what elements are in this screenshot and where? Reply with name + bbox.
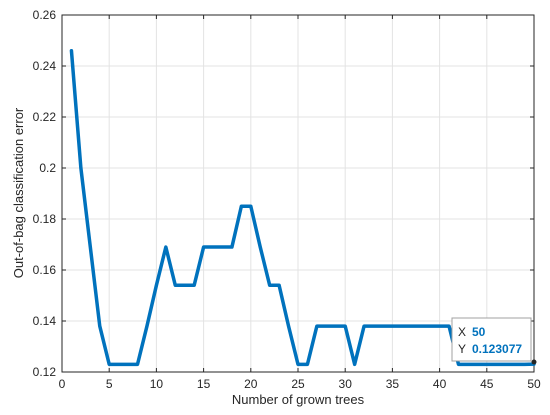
y-tick-label: 0.12	[33, 365, 57, 379]
y-tick-label: 0.22	[33, 110, 57, 124]
datatip-x-value: 50	[472, 325, 486, 339]
y-tick-label: 0.16	[33, 263, 57, 277]
y-tick-label: 0.18	[33, 212, 57, 226]
datatip-y-label: Y	[458, 342, 466, 356]
x-tick-label: 35	[386, 377, 400, 391]
y-tick-label: 0.2	[39, 161, 56, 175]
x-tick-label: 50	[527, 377, 541, 391]
x-tick-label: 40	[433, 377, 447, 391]
datatip-y-value: 0.123077	[472, 342, 522, 356]
x-tick-label: 20	[244, 377, 258, 391]
x-tick-label: 0	[59, 377, 66, 391]
y-tick-label: 0.26	[33, 8, 57, 22]
y-tick-label: 0.24	[33, 59, 57, 73]
y-axis-label: Out-of-bag classification error	[11, 107, 26, 278]
x-tick-label: 15	[197, 377, 211, 391]
y-axis-ticks: 0.12 0.14 0.16 0.18 0.2 0.22 0.24 0.26	[33, 8, 534, 379]
x-tick-label: 10	[150, 377, 164, 391]
y-tick-label: 0.14	[33, 314, 57, 328]
x-axis-ticks: 0 5 10 15 20 25 30 35 40 45 50	[59, 15, 541, 391]
datatip-box	[451, 317, 532, 362]
x-tick-label: 30	[339, 377, 353, 391]
x-axis-label: Number of grown trees	[232, 392, 365, 407]
datatip[interactable]: X 50 Y 0.123077	[451, 317, 537, 365]
x-tick-label: 25	[291, 377, 305, 391]
x-tick-label: 5	[106, 377, 113, 391]
datatip-x-label: X	[458, 325, 466, 339]
datatip-marker	[531, 359, 537, 365]
x-tick-label: 45	[480, 377, 494, 391]
